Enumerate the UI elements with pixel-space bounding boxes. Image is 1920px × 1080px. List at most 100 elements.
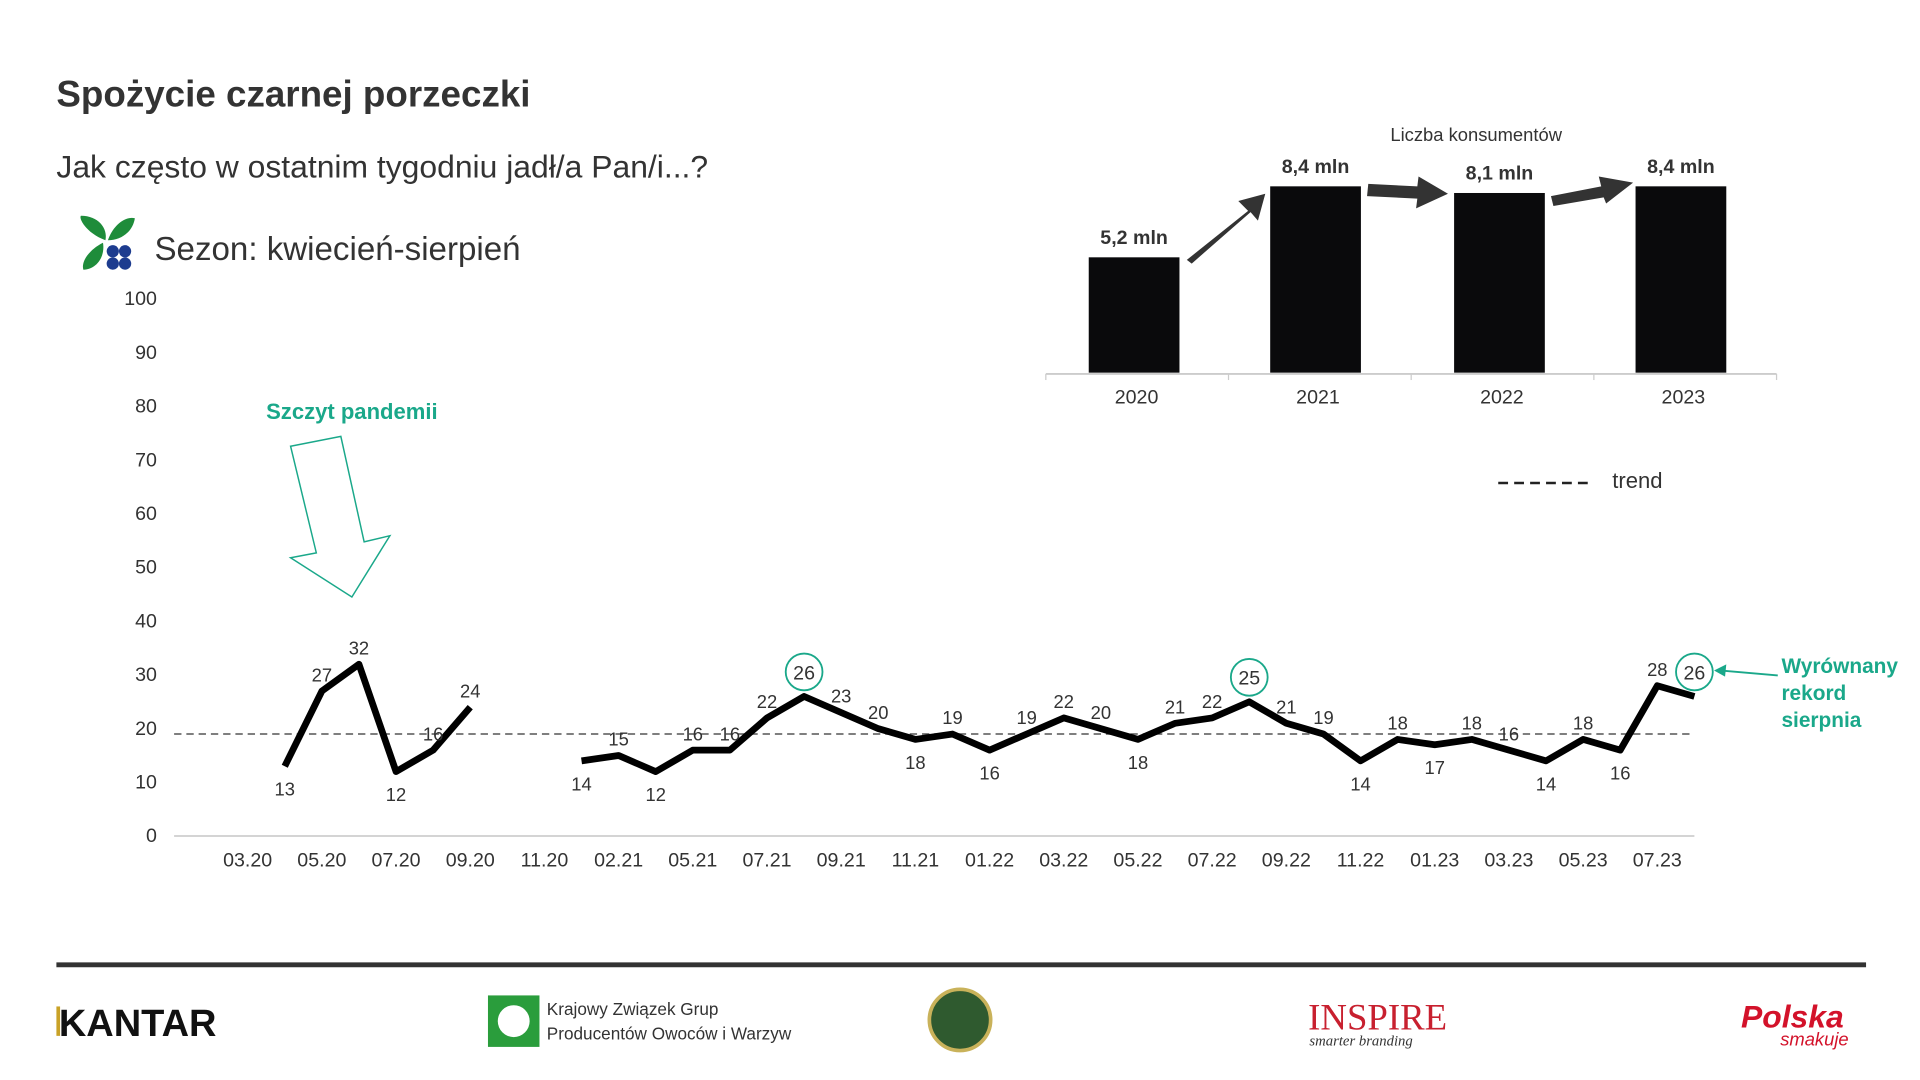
x-tick-label: 05.22: [1113, 850, 1162, 872]
bar-value-label: 8,4 mln: [1647, 156, 1715, 178]
bar: [1270, 186, 1361, 373]
x-tick-label: 02.21: [594, 850, 643, 872]
data-label: 18: [1462, 713, 1482, 734]
footer-logos: KANTAR Krajowy Związek Grup Producentów …: [56, 987, 1849, 1053]
kzgpow-line1: Krajowy Związek Grup: [547, 999, 719, 1019]
y-tick-label: 50: [135, 557, 157, 579]
bar-title: Liczba konsumentów: [1390, 124, 1562, 145]
bar-category: 2020: [1115, 386, 1159, 408]
data-label: 20: [868, 702, 888, 723]
y-tick-label: 90: [135, 342, 157, 364]
annotation-arrow: [1721, 669, 1778, 677]
data-label: 19: [1313, 707, 1333, 728]
kantar-accent: [56, 1006, 61, 1036]
data-label: 16: [979, 763, 999, 784]
kzgpow-icon-circle: [497, 1005, 530, 1038]
data-label: 21: [1165, 696, 1185, 717]
x-tick-label: 05.21: [668, 850, 717, 872]
data-label: 16: [1610, 763, 1630, 784]
data-label: 18: [905, 752, 925, 773]
data-label: 24: [460, 680, 480, 701]
y-tick-label: 100: [124, 288, 157, 310]
data-label: 16: [720, 723, 740, 744]
x-tick-label: 11.21: [892, 850, 940, 872]
y-tick-label: 0: [146, 825, 157, 847]
x-tick-label: 09.20: [446, 850, 495, 872]
data-label: 26: [1683, 662, 1705, 684]
x-tick-label: 07.23: [1633, 850, 1682, 872]
y-tick-label: 10: [135, 771, 157, 793]
bar-value-label: 8,4 mln: [1282, 156, 1350, 178]
bar: [1454, 192, 1545, 373]
annotation: sierpnia: [1781, 709, 1861, 732]
data-label: 28: [1647, 659, 1667, 680]
data-label: 18: [1128, 752, 1148, 773]
bar-value-label: 8,1 mln: [1466, 163, 1534, 185]
bar-arrows: [1186, 176, 1634, 264]
x-tick-label: 03.22: [1039, 850, 1088, 872]
y-tick-label: 60: [135, 503, 157, 525]
highlight-circle: [784, 652, 824, 692]
x-tick-label: 05.23: [1559, 850, 1608, 872]
data-label: 22: [1054, 691, 1074, 712]
x-tick-label: 07.20: [372, 850, 421, 872]
data-label: 18: [1387, 713, 1407, 734]
highlight-circle: [1229, 657, 1269, 697]
data-label: 17: [1425, 757, 1445, 778]
subtitle: Jak często w ostatnim tygodniu jadł/a Pa…: [56, 149, 708, 185]
data-label: 27: [312, 664, 332, 685]
data-label: 16: [1499, 723, 1519, 744]
x-tick-label: 05.20: [297, 850, 346, 872]
data-label: 12: [386, 784, 406, 805]
bar-category: 2021: [1296, 386, 1340, 408]
y-tick-label: 40: [135, 610, 157, 632]
data-label: 22: [757, 691, 777, 712]
x-tick-label: 01.22: [965, 850, 1014, 872]
bar-value-label: 5,2 mln: [1100, 227, 1168, 249]
y-tick-label: 20: [135, 718, 157, 740]
data-label: 20: [1091, 702, 1111, 723]
pandemic-arrow: [288, 435, 392, 599]
x-tick-label: 11.20: [521, 850, 569, 872]
legend-label: trend: [1612, 468, 1662, 493]
bar-category: 2022: [1480, 386, 1524, 408]
season: Sezon: kwiecień-sierpień: [154, 231, 520, 268]
x-tick-label: 11.22: [1337, 850, 1385, 872]
data-label: 21: [1276, 696, 1296, 717]
data-label: 26: [793, 662, 815, 684]
data-label: 15: [608, 729, 628, 750]
data-label: 16: [423, 723, 443, 744]
x-tick-label: 01.23: [1410, 850, 1459, 872]
data-label: 18: [1573, 713, 1593, 734]
title: Spożycie czarnej porzeczki: [56, 74, 530, 115]
berry-icon: [80, 215, 135, 270]
x-tick-label: 03.20: [223, 850, 272, 872]
annotation: Wyrównany: [1781, 655, 1898, 678]
kzgpow-line2: Producentów Owoców i Warzyw: [547, 1024, 792, 1044]
data-line: [281, 660, 1696, 775]
bar-category: 2023: [1662, 386, 1706, 408]
data-label: 13: [275, 779, 295, 800]
annotation: Szczyt pandemii: [266, 399, 438, 424]
smakuje-logo: smakuje: [1780, 1029, 1848, 1050]
data-label: 23: [831, 686, 851, 707]
polska-logo: Polska: [1741, 998, 1844, 1034]
kantar-logo: KANTAR: [59, 1003, 217, 1045]
data-label: 16: [683, 723, 703, 744]
data-label: 32: [349, 637, 369, 658]
data-label: 12: [645, 784, 665, 805]
ministry-seal: [927, 987, 993, 1053]
data-label: 14: [1350, 773, 1370, 794]
highlight-circle: [1675, 652, 1714, 692]
x-tick-label: 07.22: [1188, 850, 1237, 872]
annotation: rekord: [1781, 682, 1846, 705]
inspire-tagline: smarter branding: [1309, 1034, 1412, 1050]
x-tick-label: 09.21: [817, 850, 866, 872]
annotation-arrowhead: [1714, 664, 1727, 677]
data-label: 14: [1536, 773, 1556, 794]
data-label: 25: [1238, 668, 1260, 690]
x-tick-label: 03.23: [1484, 850, 1533, 872]
data-label: 19: [942, 707, 962, 728]
bar: [1088, 257, 1180, 373]
